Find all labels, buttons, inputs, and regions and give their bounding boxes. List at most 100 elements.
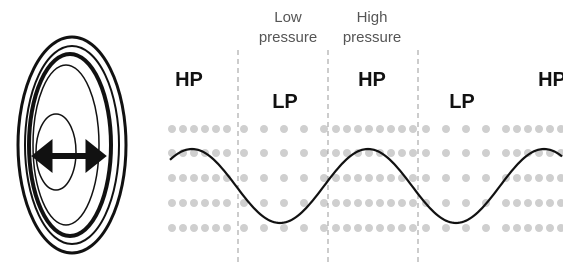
particle xyxy=(320,149,328,157)
particle xyxy=(332,199,340,207)
particle xyxy=(332,149,340,157)
particle xyxy=(502,224,510,232)
particle xyxy=(343,174,351,182)
particle xyxy=(365,125,373,133)
particle xyxy=(535,125,543,133)
particle xyxy=(513,125,521,133)
particle xyxy=(168,174,176,182)
particle xyxy=(190,174,198,182)
particle xyxy=(546,125,554,133)
particle xyxy=(280,174,288,182)
high-label-line2: pressure xyxy=(343,29,401,46)
particle xyxy=(409,149,417,157)
particle xyxy=(557,174,563,182)
particle xyxy=(409,224,417,232)
particle xyxy=(260,224,268,232)
particle xyxy=(320,224,328,232)
particle xyxy=(260,199,268,207)
air-particles xyxy=(168,125,563,232)
particle xyxy=(190,199,198,207)
particle xyxy=(482,224,490,232)
particle xyxy=(212,125,220,133)
particle xyxy=(354,174,362,182)
particle xyxy=(223,199,231,207)
arrow xyxy=(32,140,106,172)
region-label: LP xyxy=(449,91,475,113)
speaker xyxy=(18,37,126,253)
particle xyxy=(376,199,384,207)
particle xyxy=(502,199,510,207)
particle xyxy=(442,149,450,157)
particle xyxy=(442,199,450,207)
particle xyxy=(168,125,176,133)
low-label-line2: pressure xyxy=(259,29,317,46)
particle xyxy=(240,224,248,232)
region-label: LP xyxy=(272,91,298,113)
sound-wave xyxy=(170,149,562,223)
particle xyxy=(376,174,384,182)
particle xyxy=(376,125,384,133)
high-label-line1: High xyxy=(357,9,388,26)
particle xyxy=(223,125,231,133)
particle xyxy=(376,224,384,232)
particle xyxy=(354,224,362,232)
particle xyxy=(280,125,288,133)
particle xyxy=(260,174,268,182)
diagram: Low pressure High pressure HP LP HP LP H… xyxy=(0,0,563,267)
particle xyxy=(343,125,351,133)
particle xyxy=(409,199,417,207)
particle xyxy=(387,199,395,207)
particle xyxy=(332,224,340,232)
particle xyxy=(320,125,328,133)
particle xyxy=(280,199,288,207)
particle xyxy=(513,224,521,232)
particle xyxy=(190,125,198,133)
particle xyxy=(320,199,328,207)
particle xyxy=(212,149,220,157)
region-label: HP xyxy=(538,69,563,91)
particle xyxy=(201,224,209,232)
particle xyxy=(212,199,220,207)
particle xyxy=(442,224,450,232)
particle xyxy=(462,224,470,232)
particle xyxy=(343,224,351,232)
particle xyxy=(387,125,395,133)
particle xyxy=(502,149,510,157)
particle xyxy=(201,125,209,133)
particle xyxy=(365,174,373,182)
particle xyxy=(557,125,563,133)
particle xyxy=(409,174,417,182)
particle xyxy=(524,125,532,133)
particle xyxy=(280,224,288,232)
particle xyxy=(462,149,470,157)
particle xyxy=(546,224,554,232)
particle xyxy=(240,149,248,157)
particle xyxy=(535,224,543,232)
page: Low pressure High pressure HP LP HP LP H… xyxy=(0,0,563,267)
particle xyxy=(343,199,351,207)
particle xyxy=(240,174,248,182)
particle xyxy=(300,125,308,133)
particle xyxy=(354,125,362,133)
particle xyxy=(398,125,406,133)
particle xyxy=(223,224,231,232)
particle xyxy=(524,199,532,207)
particle xyxy=(190,224,198,232)
particle xyxy=(462,199,470,207)
particle xyxy=(201,199,209,207)
particle xyxy=(168,199,176,207)
particle xyxy=(557,199,563,207)
particle xyxy=(201,174,209,182)
particle xyxy=(398,224,406,232)
particle xyxy=(387,224,395,232)
particle xyxy=(260,125,268,133)
particle xyxy=(212,224,220,232)
low-label-line1: Low xyxy=(274,9,302,26)
particle xyxy=(398,199,406,207)
particle xyxy=(365,224,373,232)
particle xyxy=(212,174,220,182)
particle xyxy=(513,174,521,182)
particle xyxy=(482,125,490,133)
particle xyxy=(240,125,248,133)
particle xyxy=(409,125,417,133)
